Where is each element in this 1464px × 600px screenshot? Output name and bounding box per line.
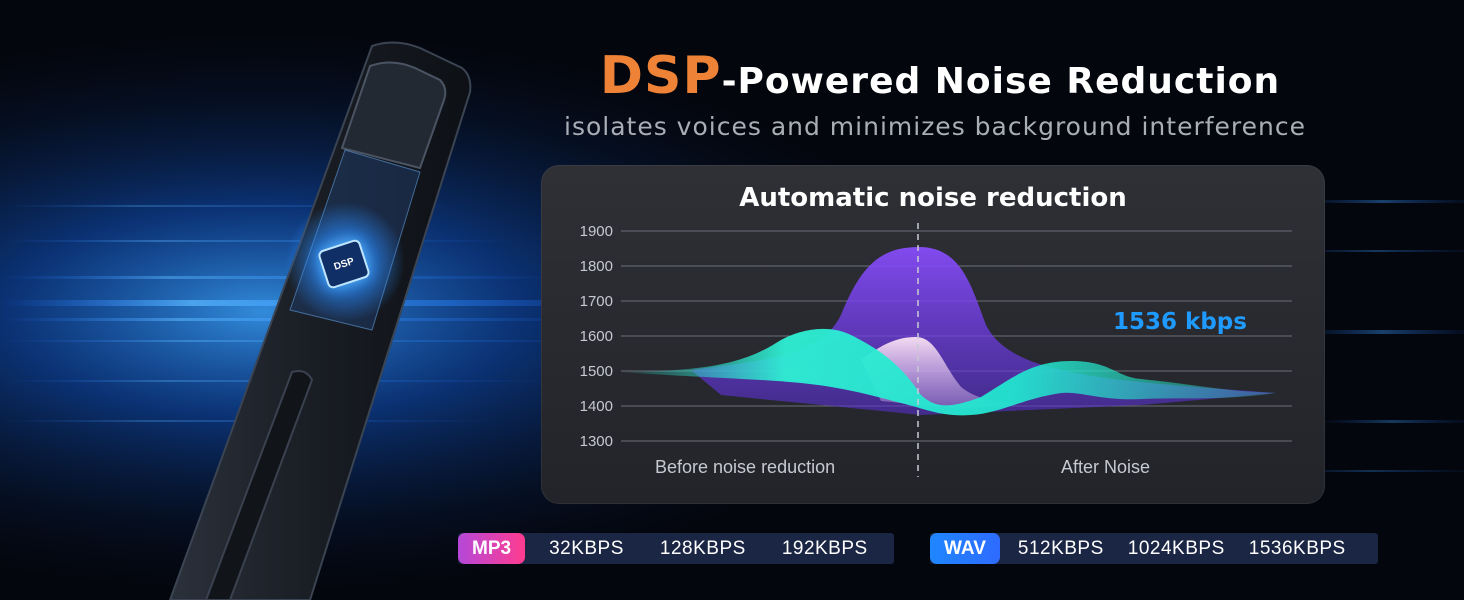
wav-rate: 1024KBPS (1127, 537, 1225, 559)
page-subline: isolates voices and minimizes background… (564, 112, 1306, 141)
mp3-format-bar: MP3 32KBPS 128KBPS 192KBPS (458, 533, 894, 564)
noise-reduction-chart: 1900 1800 1700 1600 1500 1400 1300 (580, 223, 1292, 477)
headline-rest: -Powered Noise Reduction (721, 61, 1281, 102)
mp3-badge: MP3 (458, 533, 526, 564)
mp3-rate: 128KBPS (659, 537, 746, 559)
page-headline: DSP-Powered Noise Reduction (560, 46, 1320, 106)
y-tick-label: 1700 (580, 293, 613, 310)
wav-format-bar: WAV 512KBPS 1024KBPS 1536KBPS (930, 533, 1378, 564)
y-tick-label: 1900 (580, 223, 613, 240)
wav-badge: WAV (930, 533, 1000, 564)
y-tick-label: 1400 (580, 398, 613, 415)
y-tick-label: 1800 (580, 258, 613, 275)
y-tick-label: 1300 (580, 433, 613, 450)
chart-right-label: After Noise (1061, 457, 1151, 477)
mp3-rate: 192KBPS (781, 537, 868, 559)
wave-teal (621, 328, 1276, 416)
wav-rate: 512KBPS (1017, 537, 1104, 559)
chart-title: Automatic noise reduction (739, 183, 1127, 213)
chart-left-label: Before noise reduction (655, 457, 836, 477)
headline-accent: DSP (599, 46, 722, 106)
chart-highlight-value: 1536 kbps (1113, 309, 1247, 335)
y-tick-label: 1500 (580, 363, 613, 380)
wav-rate: 1536KBPS (1248, 537, 1346, 559)
recorder-device-illustration (168, 41, 472, 600)
dsp-chip-label: DSP (332, 255, 356, 273)
noise-reduction-chart-card: 1900 1800 1700 1600 1500 1400 1300 1536 kbps B… (541, 165, 1325, 504)
y-tick-label: 1600 (580, 328, 613, 345)
mp3-rate: 32KBPS (549, 537, 624, 559)
